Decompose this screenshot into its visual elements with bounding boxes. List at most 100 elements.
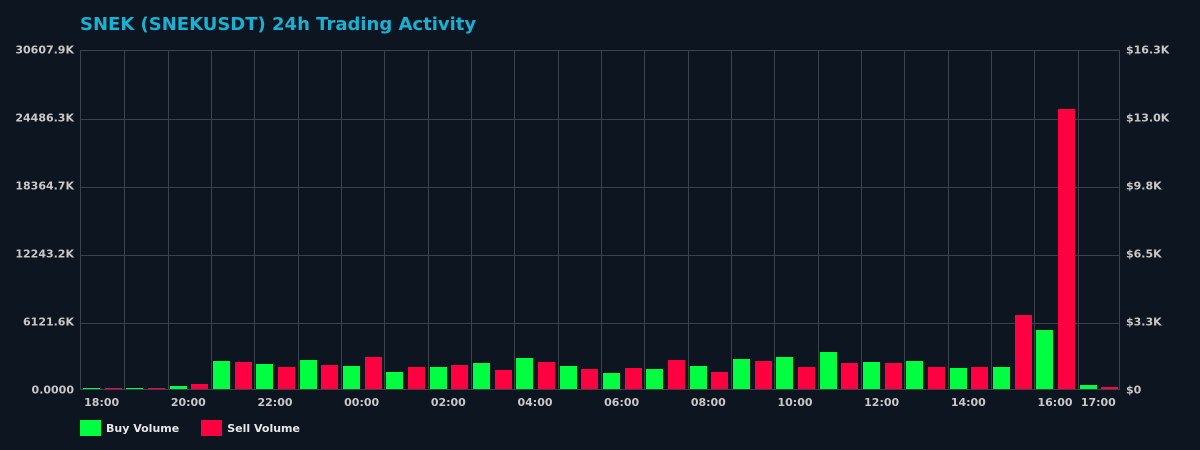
buy-volume-bar[interactable] bbox=[559, 366, 577, 389]
sell-volume-bar[interactable] bbox=[408, 367, 425, 389]
v-gridline bbox=[341, 51, 342, 389]
v-gridline bbox=[817, 51, 819, 389]
x-tick: 12:00 bbox=[864, 396, 900, 409]
v-gridline bbox=[427, 51, 429, 389]
x-tick: 17:00 bbox=[1080, 396, 1116, 409]
v-gridline bbox=[774, 51, 776, 389]
buy-volume-bar[interactable] bbox=[429, 367, 447, 389]
sell-volume-bar[interactable] bbox=[711, 372, 729, 389]
v-gridline bbox=[167, 51, 169, 389]
buy-volume-bar[interactable] bbox=[689, 366, 707, 389]
buy-volume-bar[interactable] bbox=[516, 358, 534, 389]
sell-volume-bar[interactable] bbox=[754, 361, 772, 389]
y-tick-right: $6.5K bbox=[1126, 247, 1162, 261]
sell-volume-bar[interactable] bbox=[1101, 387, 1119, 389]
v-gridline bbox=[384, 51, 386, 389]
x-tick: 06:00 bbox=[604, 396, 640, 409]
buy-volume-bar[interactable] bbox=[776, 357, 794, 389]
x-tick: 00:00 bbox=[344, 396, 380, 409]
x-tick: 08:00 bbox=[690, 396, 726, 409]
sell-volume-bar[interactable] bbox=[624, 368, 642, 389]
h-gridline bbox=[81, 119, 1119, 120]
v-gridline bbox=[124, 51, 126, 389]
buy-volume-bar[interactable] bbox=[83, 388, 100, 389]
buy-volume-bar[interactable] bbox=[993, 367, 1010, 389]
x-tick: 20:00 bbox=[170, 396, 206, 409]
sell-volume-bar[interactable] bbox=[191, 384, 209, 389]
sell-volume-bar[interactable] bbox=[321, 365, 339, 389]
v-gridline bbox=[731, 51, 732, 389]
y-tick-right: $13.0K bbox=[1126, 111, 1170, 125]
buy-volume-bar[interactable] bbox=[949, 368, 967, 389]
v-gridline bbox=[644, 51, 646, 389]
v-gridline bbox=[991, 51, 992, 389]
buy-volume-bar[interactable] bbox=[1079, 385, 1097, 389]
sell-volume-bar[interactable] bbox=[581, 369, 599, 389]
y-tick-left: 30607.9K bbox=[15, 43, 74, 57]
x-tick: 16:00 bbox=[1037, 396, 1073, 409]
buy-volume-bar[interactable] bbox=[256, 364, 274, 389]
chart-title: SNEK (SNEKUSDT) 24h Trading Activity bbox=[80, 14, 477, 35]
h-gridline bbox=[81, 255, 1119, 256]
sell-volume-bar[interactable] bbox=[494, 370, 512, 389]
buy-volume-bar[interactable] bbox=[819, 352, 837, 389]
x-tick: 22:00 bbox=[257, 396, 293, 409]
v-gridline bbox=[947, 51, 949, 389]
sell-volume-bar[interactable] bbox=[148, 388, 165, 389]
sell-volume-bar[interactable] bbox=[1058, 109, 1075, 389]
sell-volume-bar[interactable] bbox=[798, 367, 815, 389]
buy-volume-bar[interactable] bbox=[646, 369, 664, 389]
sell-volume-bar[interactable] bbox=[841, 363, 859, 389]
v-gridline bbox=[687, 51, 689, 389]
x-tick: 02:00 bbox=[430, 396, 466, 409]
v-gridline bbox=[254, 51, 256, 389]
y-tick-right: $3.3K bbox=[1126, 315, 1162, 329]
legend: Buy Volume Sell Volume bbox=[80, 420, 300, 436]
x-tick: 10:00 bbox=[777, 396, 813, 409]
buy-volume-bar[interactable] bbox=[213, 361, 230, 389]
buy-volume-bar[interactable] bbox=[863, 362, 880, 389]
y-tick-left: 18364.7K bbox=[15, 179, 74, 193]
sell-volume-bar[interactable] bbox=[451, 365, 469, 389]
buy-volume-bar[interactable] bbox=[473, 363, 490, 389]
v-gridline bbox=[297, 51, 299, 389]
y-tick-right: $16.3K bbox=[1126, 43, 1170, 57]
buy-volume-bar[interactable] bbox=[386, 372, 404, 389]
y-tick-left: 24486.3K bbox=[15, 111, 74, 125]
sell-volume-bar[interactable] bbox=[884, 363, 902, 389]
sell-volume-bar[interactable] bbox=[928, 367, 945, 389]
buy-volume-bar[interactable] bbox=[733, 359, 750, 389]
buy-volume-bar[interactable] bbox=[169, 386, 187, 389]
sell-swatch-icon bbox=[201, 420, 223, 436]
sell-volume-bar[interactable] bbox=[364, 357, 382, 389]
legend-item-buy[interactable]: Buy Volume bbox=[80, 420, 179, 436]
v-gridline bbox=[1034, 51, 1036, 389]
buy-volume-bar[interactable] bbox=[603, 373, 620, 389]
buy-swatch-icon bbox=[80, 420, 101, 436]
sell-volume-bar[interactable] bbox=[1014, 315, 1032, 389]
sell-volume-bar[interactable] bbox=[278, 367, 295, 389]
buy-volume-bar[interactable] bbox=[1036, 330, 1054, 389]
sell-volume-bar[interactable] bbox=[971, 367, 989, 389]
x-tick: 18:00 bbox=[84, 396, 120, 409]
legend-buy-label: Buy Volume bbox=[106, 421, 180, 435]
v-gridline bbox=[211, 51, 212, 389]
v-gridline bbox=[861, 51, 862, 389]
sell-volume-bar[interactable] bbox=[104, 388, 122, 389]
v-gridline bbox=[601, 51, 602, 389]
sell-volume-bar[interactable] bbox=[538, 362, 555, 389]
sell-volume-bar[interactable] bbox=[234, 362, 252, 389]
legend-item-sell[interactable]: Sell Volume bbox=[201, 420, 300, 436]
y-tick-left: 6121.6K bbox=[23, 315, 74, 329]
buy-volume-bar[interactable] bbox=[299, 360, 317, 389]
sell-volume-bar[interactable] bbox=[668, 360, 685, 389]
plot-area bbox=[80, 50, 1120, 390]
v-gridline bbox=[514, 51, 516, 389]
v-gridline bbox=[904, 51, 906, 389]
v-gridline bbox=[471, 51, 472, 389]
buy-volume-bar[interactable] bbox=[126, 388, 144, 389]
buy-volume-bar[interactable] bbox=[906, 361, 924, 389]
buy-volume-bar[interactable] bbox=[343, 366, 360, 389]
y-tick-right: $9.8K bbox=[1126, 179, 1162, 193]
legend-sell-label: Sell Volume bbox=[227, 421, 300, 435]
